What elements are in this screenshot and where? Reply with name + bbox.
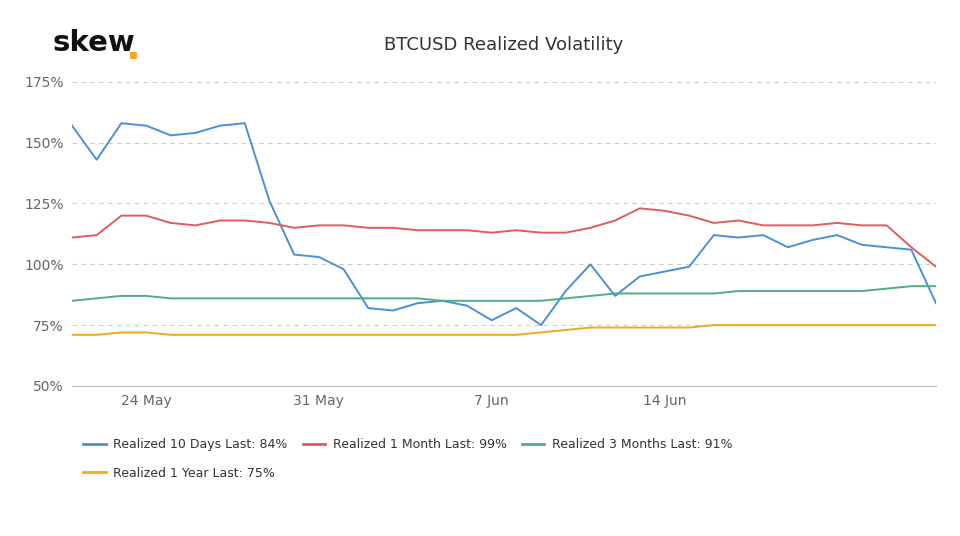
- Title: BTCUSD Realized Volatility: BTCUSD Realized Volatility: [384, 36, 624, 54]
- Text: skew: skew: [53, 29, 135, 57]
- Text: .: .: [126, 29, 140, 68]
- Legend: Realized 1 Year Last: 75%: Realized 1 Year Last: 75%: [79, 461, 280, 485]
